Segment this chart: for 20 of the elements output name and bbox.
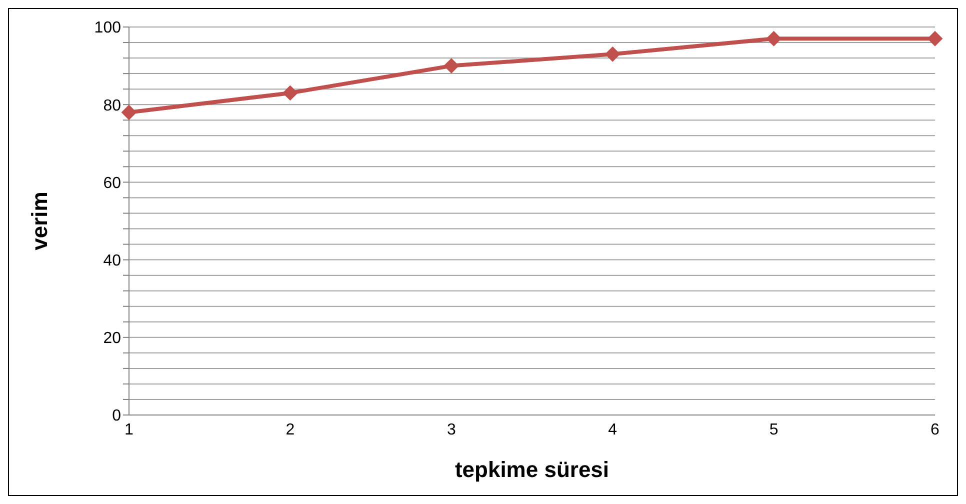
y-tick-label: 40 bbox=[103, 252, 122, 270]
point bbox=[605, 46, 620, 62]
point bbox=[122, 104, 136, 120]
point bbox=[444, 58, 459, 74]
x-tick-label: 4 bbox=[608, 421, 618, 438]
x-tick-label: 5 bbox=[769, 421, 778, 438]
y-tick-label: 60 bbox=[103, 174, 122, 192]
y-tick-label: 100 bbox=[94, 20, 122, 37]
y-axis-title: verim bbox=[26, 192, 52, 250]
x-axis-title: tepkime süresi bbox=[454, 457, 610, 482]
point bbox=[766, 31, 782, 46]
y-tick-label: 20 bbox=[103, 330, 122, 348]
x-tick-label: 3 bbox=[446, 421, 456, 438]
x-tick-label: 1 bbox=[124, 421, 134, 438]
x-tick-label: 2 bbox=[286, 421, 295, 438]
y-tick-label: 80 bbox=[103, 97, 122, 114]
point bbox=[928, 31, 942, 46]
y-tick-label: 0 bbox=[112, 408, 122, 425]
x-tick-label: 6 bbox=[930, 421, 940, 438]
point bbox=[282, 85, 298, 100]
